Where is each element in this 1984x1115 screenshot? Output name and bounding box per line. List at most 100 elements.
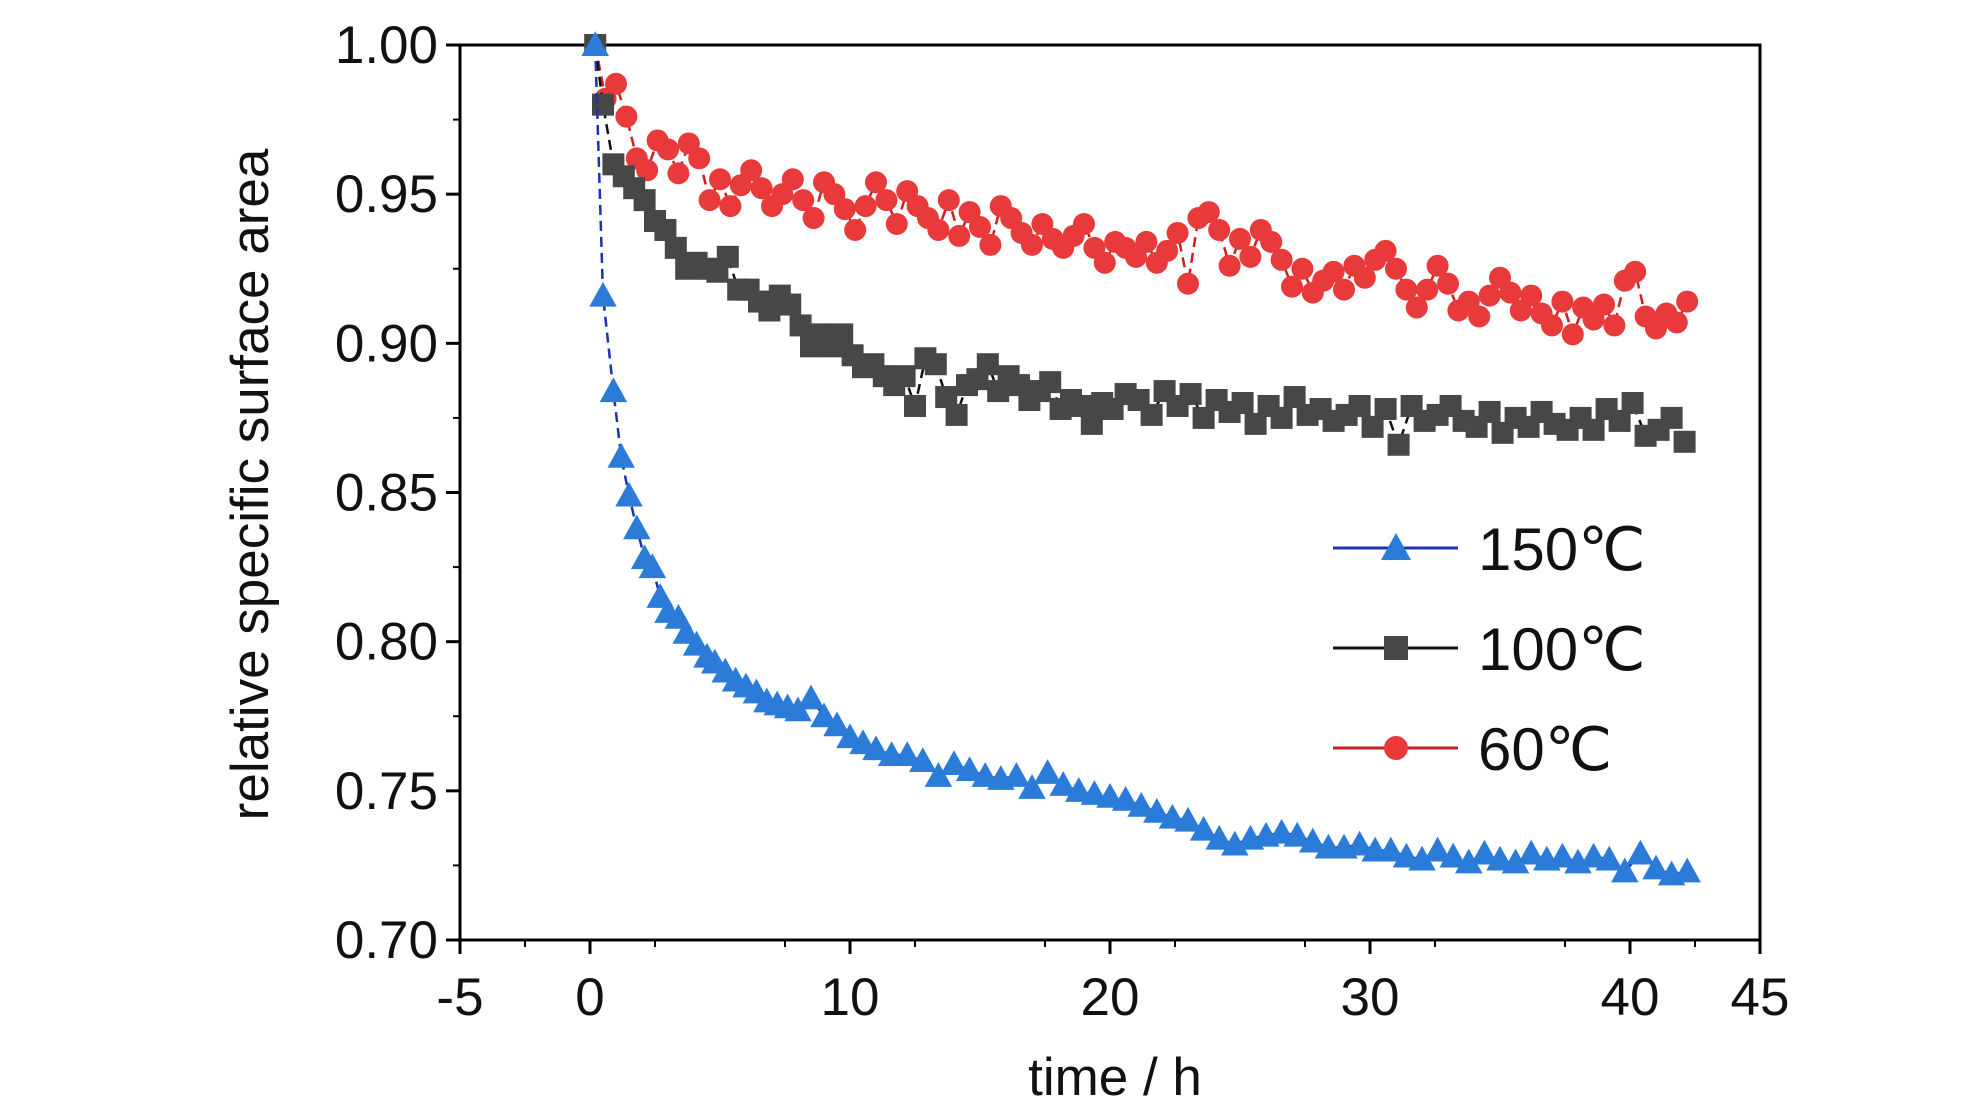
data-point-square <box>1660 406 1683 429</box>
data-point-triangle <box>1299 827 1327 853</box>
data-point-square <box>831 323 854 346</box>
data-point-circle <box>979 233 1002 256</box>
data-point-triangle <box>1579 842 1608 868</box>
data-point-square <box>924 353 947 376</box>
data-point-triangle <box>1111 786 1140 811</box>
data-point-square <box>633 189 656 212</box>
data-point-square <box>1361 415 1384 438</box>
data-point-triangle <box>1470 839 1499 865</box>
series-layer <box>581 31 1701 886</box>
data-point-circle <box>1561 323 1584 346</box>
data-point-circle <box>875 189 898 212</box>
x-tick-label: 45 <box>1731 968 1790 1027</box>
data-point-circle <box>885 213 908 235</box>
x-axis-title: time / h <box>1028 1048 1202 1107</box>
legend-item-150: 150℃ <box>1333 516 1646 583</box>
data-point-triangle <box>1096 783 1124 808</box>
data-point-circle <box>937 189 960 212</box>
data-point-circle <box>1395 278 1418 301</box>
data-point-circle <box>1499 281 1522 304</box>
data-point-circle <box>667 162 690 185</box>
data-point-triangle <box>1642 854 1670 880</box>
data-point-triangle <box>971 762 999 787</box>
data-point-circle <box>709 168 731 191</box>
data-point-circle <box>1353 266 1376 289</box>
x-tick-label: 10 <box>821 968 880 1027</box>
data-point-triangle <box>1377 836 1405 862</box>
data-point-circle <box>792 189 815 212</box>
legend-item-100: 100℃ <box>1333 616 1646 683</box>
data-point-circle <box>1520 284 1543 307</box>
data-point-circle <box>1416 278 1439 301</box>
data-point-square <box>1283 386 1306 409</box>
y-tick-label: 0.75 <box>335 762 438 821</box>
data-point-triangle <box>862 735 890 761</box>
data-point-square <box>716 245 739 268</box>
data-point-triangle <box>1158 803 1187 829</box>
y-tick-label: 0.90 <box>335 314 438 373</box>
data-point-circle <box>1322 260 1345 283</box>
data-point-triangle <box>1049 771 1077 796</box>
data-point-triangle <box>823 711 851 737</box>
data-point-circle <box>781 168 804 191</box>
data-point-triangle <box>1611 857 1639 883</box>
y-tick-label: 0.95 <box>335 165 438 224</box>
data-point-circle <box>636 159 659 182</box>
data-point-circle <box>1426 254 1449 277</box>
data-point-circle <box>1405 296 1428 319</box>
data-point-triangle <box>581 31 609 56</box>
data-point-circle <box>1385 257 1407 280</box>
data-point-square <box>1231 392 1254 414</box>
legend-marker-shape <box>1384 636 1408 660</box>
y-tick-label: 0.70 <box>335 911 438 970</box>
data-point-circle <box>1676 290 1699 313</box>
data-point-circle <box>1665 311 1688 334</box>
data-point-circle <box>1260 230 1283 253</box>
data-point-triangle <box>1002 762 1031 787</box>
chart-legend: 150℃ 100℃ 60℃ <box>1333 516 1646 783</box>
data-point-triangle <box>607 442 635 468</box>
data-point-circle <box>1437 272 1459 295</box>
data-point-triangle <box>909 747 937 772</box>
data-point-triangle <box>1408 845 1436 871</box>
data-point-circle <box>1541 314 1563 337</box>
x-tick-label: 0 <box>575 968 604 1027</box>
data-point-triangle <box>1673 857 1701 883</box>
legend-label: 100℃ <box>1478 616 1646 683</box>
data-point-square <box>1070 394 1093 417</box>
data-point-square <box>654 218 677 241</box>
data-point-triangle <box>797 684 825 710</box>
data-point-triangle <box>810 702 838 728</box>
data-point-circle <box>1478 284 1501 307</box>
data-point-square <box>935 386 958 409</box>
data-point-triangle <box>1455 848 1483 874</box>
data-point-triangle <box>1392 842 1421 868</box>
data-point-circle <box>1239 245 1262 268</box>
data-point-triangle <box>1595 845 1623 871</box>
data-point-square <box>779 293 802 316</box>
data-point-square <box>1179 383 1202 406</box>
data-point-circle <box>969 215 991 238</box>
data-point-triangle <box>1548 842 1577 868</box>
data-point-square <box>1080 412 1103 435</box>
legend-marker-shape <box>1384 736 1408 760</box>
data-point-triangle <box>599 377 628 403</box>
y-tick-label: 1.00 <box>335 16 438 75</box>
data-point-triangle <box>1517 839 1545 865</box>
x-tick-label: 30 <box>1341 968 1400 1027</box>
data-point-circle <box>657 138 679 161</box>
data-point-square <box>1244 412 1267 435</box>
data-point-square <box>904 394 926 417</box>
data-point-square <box>1039 371 1062 394</box>
data-point-square <box>976 353 999 376</box>
legend-label: 60℃ <box>1478 716 1612 783</box>
data-point-circle <box>1177 272 1199 295</box>
data-point-square <box>1140 403 1163 426</box>
data-point-triangle <box>638 553 667 579</box>
legend-marker-triangle <box>1381 533 1411 560</box>
data-point-square <box>1478 400 1501 423</box>
data-point-triangle <box>1486 845 1514 871</box>
data-point-circle <box>615 105 638 128</box>
legend-item-60: 60℃ <box>1333 716 1612 783</box>
